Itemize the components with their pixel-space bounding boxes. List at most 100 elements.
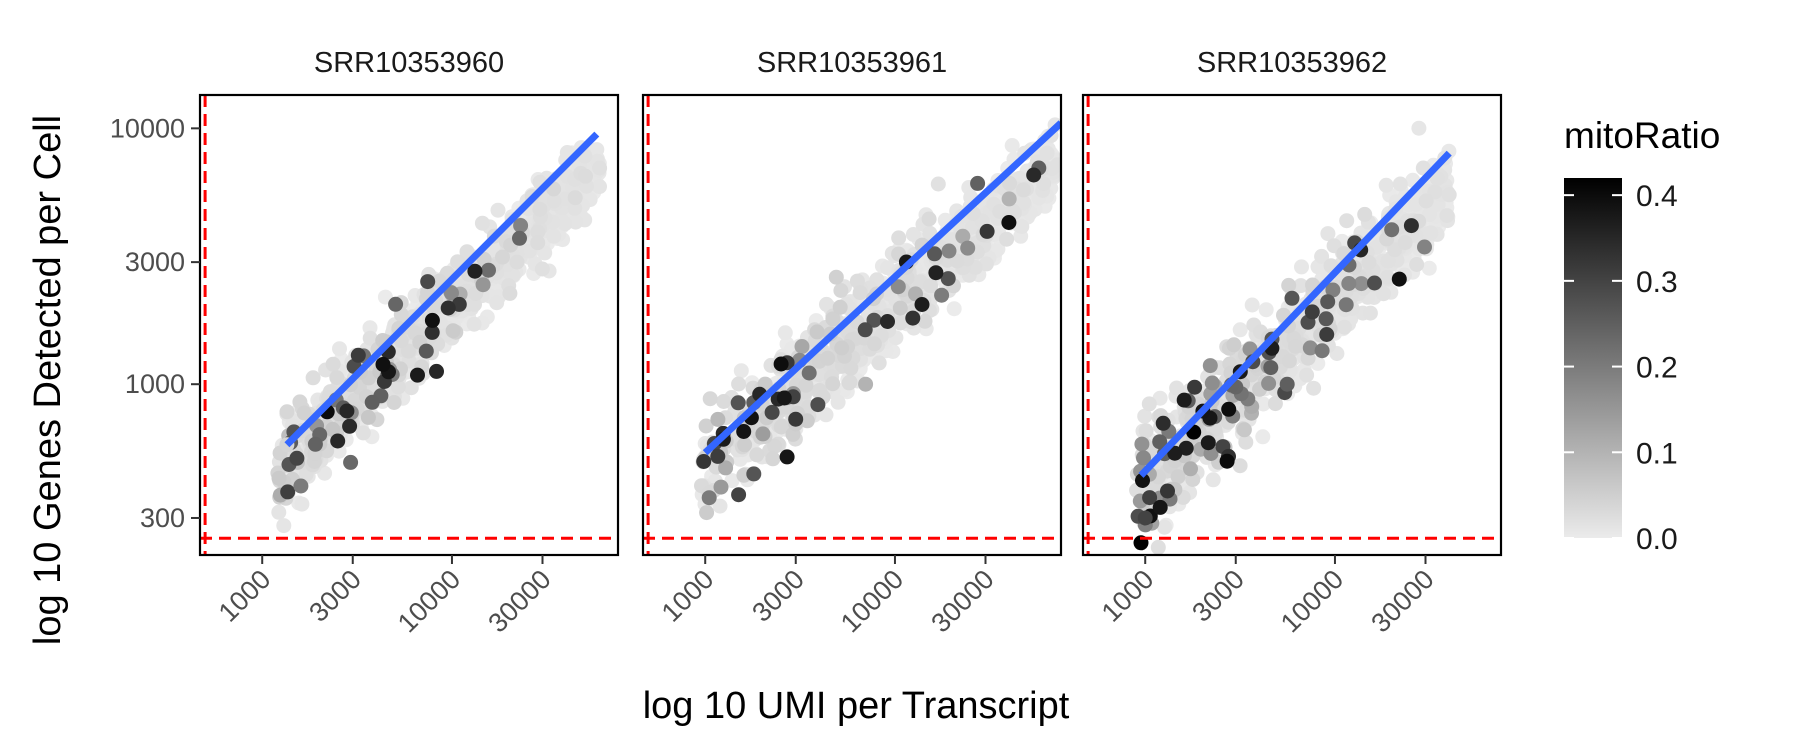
data-point [530, 235, 546, 251]
data-point [1178, 440, 1194, 456]
data-point [698, 418, 714, 434]
data-point [1050, 157, 1061, 173]
data-point [699, 505, 715, 521]
data-point [809, 324, 825, 340]
data-point [1314, 343, 1330, 359]
data-point [466, 316, 482, 332]
data-point [1302, 340, 1318, 356]
x-tick-label: 30000 [925, 564, 999, 638]
data-point [1004, 138, 1020, 153]
data-point [1255, 429, 1271, 445]
data-point [1204, 375, 1220, 391]
data-point [825, 376, 841, 392]
data-point [1015, 182, 1031, 198]
data-point [424, 312, 440, 328]
data-point [798, 377, 814, 393]
data-point [307, 436, 323, 452]
panel-strip-title: SRR10353962 [1197, 47, 1387, 79]
panel-content [200, 95, 618, 555]
data-point [1281, 277, 1297, 293]
data-point [1281, 353, 1297, 369]
data-point [1221, 401, 1237, 417]
y-tick-label: 3000 [125, 247, 185, 277]
data-point [1361, 255, 1377, 270]
data-point [512, 230, 527, 246]
data-point [927, 246, 942, 262]
data-point [289, 450, 305, 466]
data-point [362, 320, 378, 336]
data-point [702, 391, 718, 407]
data-point [818, 407, 834, 423]
data-point [1362, 305, 1378, 321]
data-point [713, 479, 729, 495]
data-point [1411, 120, 1427, 136]
data-point [849, 273, 865, 289]
data-point [1299, 367, 1315, 383]
data-point [1142, 490, 1158, 506]
data-point [779, 449, 795, 465]
data-point [1417, 239, 1432, 255]
data-point [330, 433, 346, 449]
data-point [1152, 499, 1168, 515]
data-point [733, 363, 749, 379]
data-point [832, 299, 848, 315]
data-point [481, 262, 496, 278]
data-point [1261, 375, 1277, 391]
data-point [534, 261, 550, 277]
data-point [1263, 360, 1279, 376]
legend-tick-label: 0.2 [1636, 352, 1678, 385]
trend-line [284, 131, 600, 448]
data-point [1384, 222, 1400, 238]
data-point [1306, 380, 1322, 396]
data-point [513, 218, 529, 233]
x-tick-label: 1000 [213, 564, 277, 628]
data-point [776, 390, 792, 406]
data-point [342, 418, 358, 434]
data-point [1391, 271, 1407, 287]
data-point [1284, 290, 1300, 306]
data-point [746, 466, 762, 482]
data-point [999, 231, 1015, 247]
data-point [892, 300, 908, 316]
data-point [1001, 215, 1017, 230]
data-point [410, 367, 425, 383]
data-point [934, 287, 950, 303]
data-point [921, 211, 937, 227]
data-point [830, 394, 846, 410]
data-point [731, 487, 747, 503]
data-point [360, 409, 376, 425]
data-point [1378, 177, 1394, 193]
x-tick-label: 30000 [482, 564, 556, 638]
data-point [1367, 275, 1382, 291]
data-point [1026, 167, 1042, 183]
data-point [1135, 473, 1150, 488]
data-point [1138, 423, 1154, 439]
data-point [388, 296, 404, 312]
data-point [828, 269, 844, 285]
x-tick-label: 30000 [1365, 564, 1439, 638]
legend-tick-label: 0.3 [1636, 266, 1678, 299]
data-point [1169, 380, 1185, 396]
data-point [1183, 461, 1198, 477]
panel-strip-title: SRR10353961 [757, 47, 947, 79]
data-point [1238, 434, 1254, 450]
data-point [1325, 282, 1341, 298]
data-point [777, 325, 793, 341]
data-point [1255, 396, 1271, 412]
data-point [502, 285, 518, 301]
data-point [475, 277, 491, 293]
data-point [731, 376, 747, 392]
x-tick-label: 1000 [1096, 564, 1160, 628]
data-point [1441, 187, 1457, 203]
data-point [843, 360, 859, 376]
data-point [712, 498, 728, 514]
data-point [592, 160, 608, 176]
data-point [1014, 219, 1030, 234]
data-point [1353, 276, 1369, 292]
data-point [905, 227, 921, 242]
data-point [767, 438, 783, 454]
panel-content [643, 95, 1061, 555]
y-tick-label: 300 [140, 503, 185, 533]
